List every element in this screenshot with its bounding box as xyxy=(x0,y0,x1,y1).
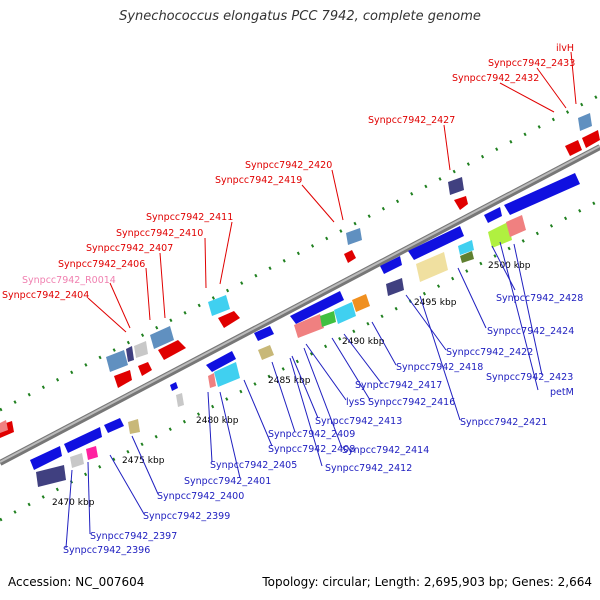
gene-arrow xyxy=(206,351,236,372)
lower-leader-lines xyxy=(65,241,543,549)
feature-box xyxy=(294,314,324,338)
feature-box xyxy=(416,252,448,282)
feature-box xyxy=(258,345,274,360)
feature-box xyxy=(208,373,216,388)
feature-box xyxy=(126,346,134,362)
gene-label: Synpcc7942_2406 xyxy=(58,259,145,270)
gene-arrow xyxy=(254,326,274,341)
gene-label: Synpcc7942_2410 xyxy=(116,228,203,239)
feature-box xyxy=(134,341,148,358)
gene-arrow xyxy=(138,362,152,376)
gene-arrow xyxy=(504,173,580,215)
gene-arrow xyxy=(454,196,468,210)
feature-box xyxy=(214,362,240,387)
gene-label: Synpcc7942_2411 xyxy=(146,212,233,223)
feature-box xyxy=(386,278,404,296)
map-title: Synechococcus elongatus PCC 7942, comple… xyxy=(119,9,481,24)
upper-labels: ilvH Synpcc7942_2433 Synpcc7942_2432 Syn… xyxy=(2,43,575,301)
gene-label: Synpcc7942_2417 xyxy=(355,380,442,391)
feature-box xyxy=(506,215,526,237)
gene-label: Synpcc7942_2420 xyxy=(245,160,332,171)
feature-box xyxy=(578,113,592,131)
gene-arrow xyxy=(582,130,600,148)
genome-stats-label: Topology: circular; Length: 2,695,903 bp… xyxy=(262,575,592,589)
feature-box xyxy=(106,350,128,372)
feature-box xyxy=(150,326,174,349)
gene-label: Synpcc7942_2421 xyxy=(460,417,547,428)
feature-box xyxy=(128,419,140,434)
gene-arrow xyxy=(344,250,356,263)
gene-label: Synpcc7942_2409 xyxy=(268,429,355,440)
gene-arrow xyxy=(380,256,402,274)
feature-box xyxy=(458,240,474,255)
gene-label: Synpcc7942_2401 xyxy=(184,476,271,487)
scale-label: 2500 kbp xyxy=(488,261,531,271)
scale-label: 2485 kbp xyxy=(268,376,311,386)
gene-arrow xyxy=(104,418,124,433)
feature-box xyxy=(346,228,362,245)
gene-label: ilvH xyxy=(556,43,574,54)
gene-label: Synpcc7942_2405 xyxy=(210,460,297,471)
gene-label: Synpcc7942_2397 xyxy=(90,531,177,542)
gene-label: Synpcc7942_2433 xyxy=(488,58,575,69)
scale-label: 2480 kbp xyxy=(196,416,239,426)
gene-arrow xyxy=(170,382,178,391)
scale-label: 2490 kbp xyxy=(342,337,385,347)
feature-box xyxy=(70,453,84,468)
accession-label: Accession: NC_007604 xyxy=(8,575,145,589)
gene-arrow xyxy=(290,291,344,324)
gene-label: Synpcc7942_2413 xyxy=(315,416,402,427)
upper-leader-lines xyxy=(87,51,577,333)
gene-label: Synpcc7942_2424 xyxy=(487,326,574,337)
feature-box xyxy=(460,251,474,263)
feature-box xyxy=(0,420,8,433)
gene-label: Synpcc7942_2432 xyxy=(452,73,539,84)
gene-label: lysS xyxy=(346,397,365,408)
reverse-strand-genes xyxy=(30,173,580,470)
feature-box xyxy=(448,177,464,195)
gene-arrow xyxy=(565,140,582,156)
gene-label: Synpcc7942_2422 xyxy=(446,347,533,358)
gene-arrow xyxy=(218,311,240,328)
forward-strand-genes xyxy=(0,130,600,438)
scale-label: 2470 kbp xyxy=(52,498,95,508)
gene-label: Synpcc7942_2412 xyxy=(325,463,412,474)
gene-label: Synpcc7942_2400 xyxy=(157,491,244,502)
gene-label: Synpcc7942_2427 xyxy=(368,115,455,126)
feature-box xyxy=(320,311,336,327)
feature-box xyxy=(176,393,184,407)
gene-label: Synpcc7942_2423 xyxy=(486,372,573,383)
gene-label: Synpcc7942_2418 xyxy=(396,362,483,373)
gene-label: Synpcc7942_2416 xyxy=(368,397,455,408)
gene-label: Synpcc7942_2408 xyxy=(268,444,355,455)
feature-box xyxy=(36,465,66,487)
feature-box xyxy=(334,302,356,324)
gene-arrow xyxy=(30,446,62,470)
tick-track-upper xyxy=(0,93,600,412)
feature-box xyxy=(208,295,230,316)
gene-label: Synpcc7942_2396 xyxy=(63,545,150,556)
scale-label: 2495 kbp xyxy=(414,298,457,308)
gene-label: Synpcc7942_2414 xyxy=(342,445,429,456)
gene-label: Synpcc7942_2399 xyxy=(143,511,230,522)
feature-boxes xyxy=(0,113,592,487)
feature-box xyxy=(352,294,370,312)
gene-arrow xyxy=(114,370,132,388)
genome-backbone xyxy=(0,144,600,466)
gene-arrow xyxy=(64,427,102,453)
feature-box xyxy=(86,446,98,460)
lower-labels: Synpcc7942_2428 Synpcc7942_2424 Synpcc79… xyxy=(63,293,583,556)
tick-track-lower xyxy=(0,198,600,522)
gene-arrow xyxy=(158,340,186,360)
gene-arrow xyxy=(408,226,464,260)
gene-label: Synpcc7942_2428 xyxy=(496,293,583,304)
gene-label: Synpcc7942_2404 xyxy=(2,290,89,301)
gene-label: petM xyxy=(550,387,574,398)
gene-arrow xyxy=(484,207,502,223)
gene-label: Synpcc7942_R0014 xyxy=(22,275,116,286)
feature-box xyxy=(488,222,512,248)
gene-label: Synpcc7942_2419 xyxy=(215,175,302,186)
gene-label: Synpcc7942_2407 xyxy=(86,243,173,254)
